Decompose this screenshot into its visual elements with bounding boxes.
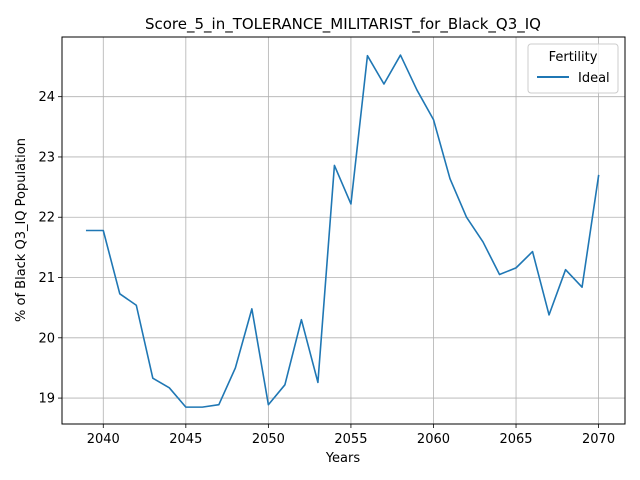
x-tick-label: 2055 bbox=[334, 432, 367, 447]
x-tick-label: 2065 bbox=[499, 432, 532, 447]
y-tick-label: 24 bbox=[38, 90, 55, 105]
series-layer bbox=[85, 54, 600, 408]
y-tick-label: 19 bbox=[38, 392, 55, 407]
x-axis-label: Years bbox=[325, 451, 361, 466]
x-axis: 2040 2045 2050 2055 2060 2065 2070 bbox=[87, 424, 615, 447]
x-tick-label: 2060 bbox=[417, 432, 450, 447]
legend: Fertility Ideal bbox=[527, 43, 619, 94]
series-line-ideal bbox=[85, 54, 600, 408]
x-tick-label: 2070 bbox=[582, 432, 615, 447]
chart-title: Score_5_in_TOLERANCE_MILITARIST_for_Blac… bbox=[145, 15, 541, 34]
plot-frame bbox=[61, 36, 626, 425]
legend-title: Fertility bbox=[549, 50, 598, 65]
x-tick-label: 2050 bbox=[252, 432, 285, 447]
y-axis-label: % of Black Q3_IQ Population bbox=[14, 138, 29, 322]
x-tick-label: 2045 bbox=[169, 432, 202, 447]
legend-label-ideal: Ideal bbox=[578, 71, 610, 86]
grid bbox=[62, 37, 625, 424]
legend-box bbox=[527, 43, 619, 94]
y-tick-label: 22 bbox=[38, 211, 55, 226]
x-tick-label: 2040 bbox=[87, 432, 120, 447]
y-tick-label: 21 bbox=[38, 271, 55, 286]
y-tick-label: 20 bbox=[38, 331, 55, 346]
y-axis: 19 20 21 22 23 24 bbox=[38, 90, 62, 407]
y-tick-label: 23 bbox=[38, 150, 55, 165]
